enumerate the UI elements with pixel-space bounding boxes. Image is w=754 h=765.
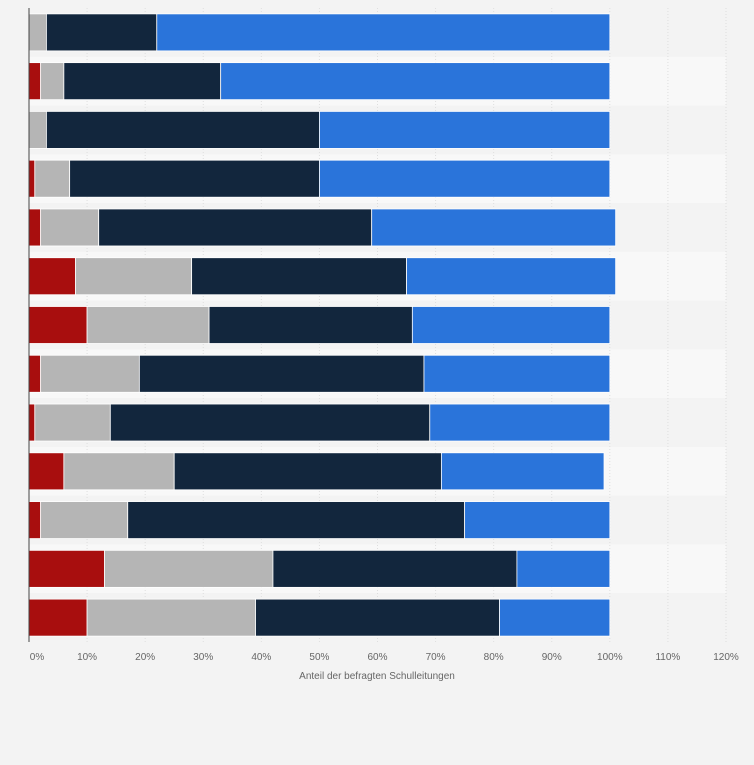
bar-segment-series-1 <box>28 306 88 344</box>
bar-segment-series-1 <box>28 598 88 637</box>
x-tick-label: 120% <box>713 652 739 663</box>
bar-segment-series-3 <box>46 111 320 149</box>
bar-segment-series-1 <box>28 452 65 491</box>
bar-segment-series-3 <box>272 549 518 588</box>
bar-segment-series-4 <box>411 306 611 344</box>
bar-segment-series-1 <box>28 62 42 101</box>
bar-segment-series-2 <box>40 62 65 101</box>
bar-segment-series-1 <box>28 159 36 198</box>
x-tick-label: 110% <box>655 652 680 663</box>
bar-segment-series-3 <box>46 13 158 52</box>
x-tick-label: 0% <box>30 652 45 663</box>
bars <box>28 13 617 637</box>
bar-segment-series-1 <box>28 403 36 442</box>
x-tick-label: 30% <box>193 652 213 663</box>
x-tick-label: 70% <box>426 652 446 663</box>
bar-segment-series-2 <box>40 354 140 393</box>
bar-segment-series-4 <box>371 208 617 247</box>
bar-segment-series-4 <box>516 549 611 588</box>
bar-segment-series-4 <box>499 598 611 637</box>
bar-segment-series-2 <box>34 159 71 198</box>
bar-segment-series-4 <box>319 111 611 149</box>
bar-segment-series-4 <box>406 257 617 296</box>
bar-segment-series-3 <box>127 501 466 539</box>
bar-segment-series-1 <box>28 354 42 393</box>
bar-segment-series-4 <box>440 452 605 491</box>
x-tick-label: 60% <box>367 652 387 663</box>
bar-segment-series-1 <box>28 208 42 247</box>
bar-segment-series-4 <box>464 501 611 539</box>
x-tick-label: 80% <box>484 652 504 663</box>
x-tick-label: 10% <box>77 652 97 663</box>
x-axis-label: Anteil der befragten Schulleitungen <box>299 671 455 682</box>
bar-segment-series-1 <box>28 257 76 296</box>
x-tick-label: 100% <box>597 652 623 663</box>
bar-segment-series-3 <box>208 306 413 344</box>
bar-segment-series-2 <box>34 403 111 442</box>
bar-segment-series-3 <box>109 403 431 442</box>
bar-segment-series-3 <box>138 354 425 393</box>
bar-segment-series-2 <box>28 13 47 52</box>
bar-segment-series-4 <box>220 62 611 101</box>
bar-segment-series-2 <box>40 208 100 247</box>
x-tick-label: 90% <box>542 652 562 663</box>
bar-segment-series-3 <box>69 159 320 198</box>
x-tick-label: 20% <box>135 652 155 663</box>
bar-segment-series-3 <box>255 598 500 637</box>
bar-segment-series-4 <box>319 159 611 198</box>
bar-segment-series-3 <box>173 452 442 491</box>
bar-segment-series-2 <box>86 306 210 344</box>
bar-segment-series-2 <box>63 452 175 491</box>
bar-segment-series-2 <box>75 257 193 296</box>
x-tick-label: 40% <box>251 652 271 663</box>
bar-segment-series-3 <box>98 208 373 247</box>
x-tick-labels: 0% 10% 20% 30% 40% 50% 60% 70% 80% 90% 100% 110% 120… <box>30 652 739 663</box>
bar-segment-series-3 <box>63 62 222 101</box>
bar-segment-series-4 <box>156 13 611 52</box>
bar-segment-series-4 <box>423 354 611 393</box>
bar-segment-series-2 <box>104 549 274 588</box>
bar-segment-series-1 <box>28 549 105 588</box>
bar-segment-series-1 <box>28 501 42 539</box>
bar-segment-series-2 <box>28 111 47 149</box>
x-tick-label: 50% <box>309 652 329 663</box>
bar-segment-series-3 <box>191 257 407 296</box>
bar-segment-series-2 <box>86 598 256 637</box>
bar-segment-series-2 <box>40 501 129 539</box>
bar-segment-series-4 <box>429 403 611 442</box>
